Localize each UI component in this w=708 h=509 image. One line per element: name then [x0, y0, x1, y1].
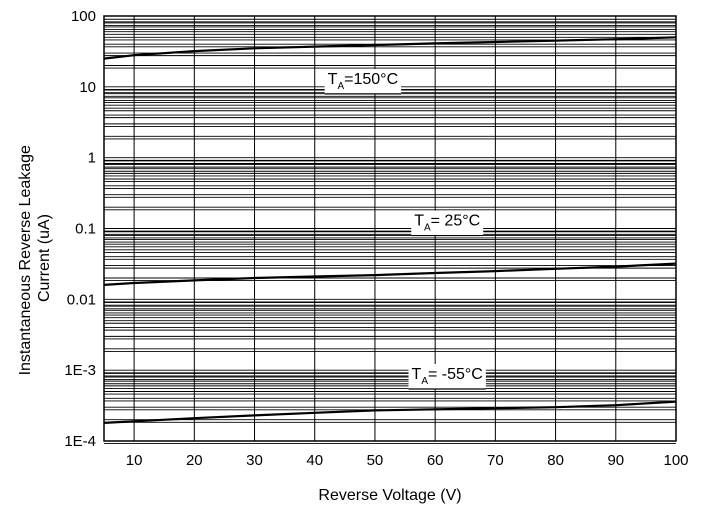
x-tick-label: 60: [427, 452, 444, 469]
series-line-3: [103, 400, 677, 424]
series-annotation-3: TA= -55°C: [412, 366, 483, 387]
y-tick-label: 1E-3: [64, 362, 96, 379]
annotation-subscript: A: [424, 223, 431, 234]
annotation-suffix: = 25°C: [431, 213, 481, 230]
y-tick-labels: 100 10 1 0.1 0.01 1E-3 1E-4: [64, 8, 96, 450]
y-tick-label: 0.1: [75, 221, 96, 238]
plot-frame: [103, 15, 677, 442]
x-tick-label: 80: [547, 452, 564, 469]
series-lines: [103, 36, 677, 424]
x-tick-label: 90: [607, 452, 624, 469]
annotation-prefix: T: [328, 71, 338, 88]
series-annotations: TA=150°CTA= 25°CTA= -55°C: [324, 68, 486, 390]
x-tick-label: 20: [186, 452, 203, 469]
y-axis-label: Instantaneous Reverse Leakage Current (u…: [17, 141, 53, 376]
annotation-background: [411, 210, 484, 236]
x-tick-label: 40: [306, 452, 323, 469]
annotation-background: [324, 68, 402, 94]
x-axis-label: Reverse Voltage (V): [318, 487, 461, 504]
y-tick-label: 0.01: [67, 291, 96, 308]
x-tick-label: 30: [246, 452, 263, 469]
annotation-background: [408, 364, 486, 390]
series-line-2: [103, 262, 677, 286]
series-annotation-1: TA=150°C: [328, 71, 398, 92]
x-tick-label: 100: [663, 452, 688, 469]
y-axis-label-line-1: Instantaneous Reverse Leakage: [17, 145, 34, 375]
y-tick-label: 10: [79, 79, 96, 96]
annotation-subscript: A: [421, 376, 428, 387]
x-tick-label: 10: [126, 452, 143, 469]
plot-grid: [104, 16, 676, 445]
annotation-subscript: A: [337, 81, 344, 92]
annotation-prefix: T: [414, 213, 424, 230]
y-tick-label: 1: [88, 150, 96, 167]
y-tick-label: 1E-4: [64, 433, 96, 450]
x-tick-labels: 10 20 30 40 50 60 70 80 90 100: [126, 452, 689, 469]
y-axis-label-line-2: Current (uA): [36, 214, 53, 302]
annotation-suffix: =150°C: [344, 71, 398, 88]
y-tick-label: 100: [71, 8, 96, 25]
annotation-suffix: = -55°C: [428, 366, 483, 383]
annotation-prefix: T: [412, 366, 422, 383]
x-tick-label: 70: [487, 452, 504, 469]
series-annotation-2: TA= 25°C: [414, 213, 480, 234]
series-line-1: [103, 36, 677, 60]
x-tick-label: 50: [367, 452, 384, 469]
